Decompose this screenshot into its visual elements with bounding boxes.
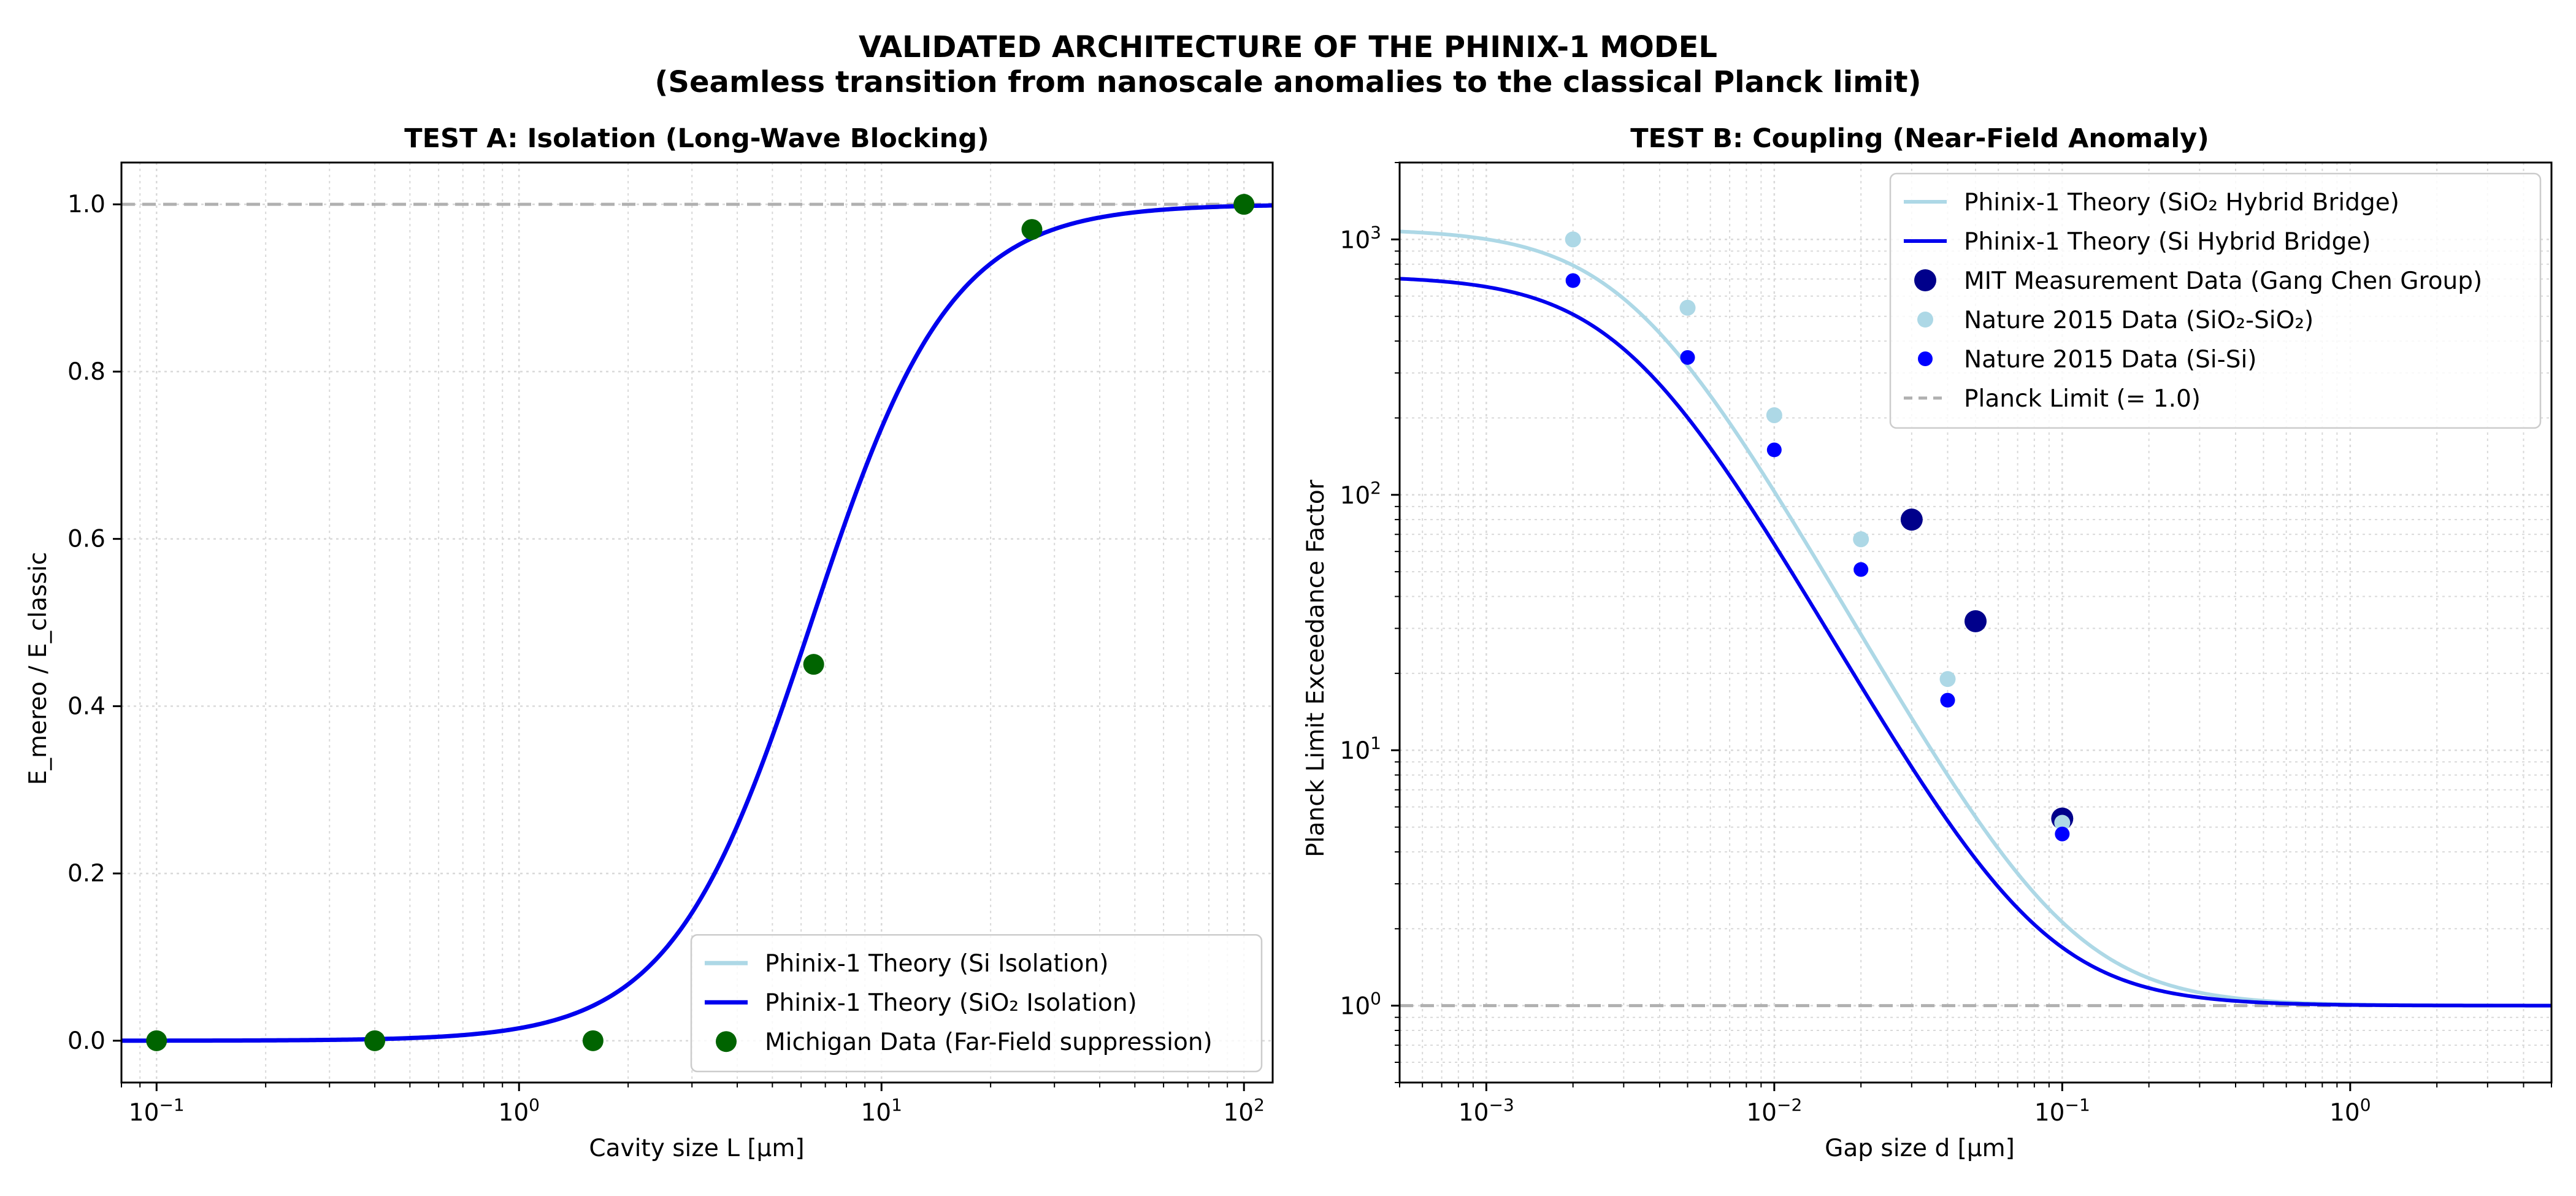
chart-b-series-3-point <box>1766 407 1782 423</box>
chart-b-legend-label-1: Phinix-1 Theory (Si Hybrid Bridge) <box>1964 228 2371 256</box>
chart-b-legend-label-2: MIT Measurement Data (Gang Chen Group) <box>1964 267 2482 295</box>
chart-b-legend-swatch-2 <box>1914 269 1936 291</box>
chart-b-legend-label-3: Nature 2015 Data (SiO₂-SiO₂) <box>1964 307 2313 334</box>
chart-b-plot-area <box>1400 229 2551 1008</box>
chart-b-legend: Phinix-1 Theory (SiO₂ Hybrid Bridge) Phin… <box>1889 172 2542 429</box>
chart-b-series-2-point <box>1900 508 1923 531</box>
chart-a-xtick-label: 100 <box>499 1095 540 1127</box>
chart-test-b: TEST B: Coupling (Near-Field Anomaly) Ga… <box>1302 123 2553 1162</box>
chart-b-xtick-label: 100 <box>2329 1095 2371 1127</box>
chart-b-legend-label-5: Planck Limit (= 1.0) <box>1964 385 2201 413</box>
chart-test-a: TEST A: Isolation (Long-Wave Blocking) C… <box>25 123 1274 1162</box>
chart-a-series-2-point <box>364 1030 386 1051</box>
chart-a-series-2-point <box>1021 219 1043 240</box>
chart-b-series-4-point <box>1680 350 1695 365</box>
chart-a-legend-label-2: Michigan Data (Far-Field suppression) <box>765 1029 1213 1056</box>
chart-b-legend-swatch-3 <box>1917 312 1933 328</box>
figure-title-line1: VALIDATED ARCHITECTURE OF THE PHINIX-1 M… <box>859 30 1717 64</box>
chart-a-ytick-label: 0.6 <box>67 526 105 553</box>
chart-b-ylabel: Planck Limit Exceedance Factor <box>1302 479 1330 857</box>
chart-a-ytick-label: 0.2 <box>67 860 105 887</box>
chart-b-legend-swatch-4 <box>1918 351 1933 366</box>
chart-b-ytick-label: 100 <box>1340 989 1381 1021</box>
chart-a-legend-label-0: Phinix-1 Theory (Si Isolation) <box>765 950 1108 978</box>
chart-b-series-line-1 <box>1400 277 2551 1008</box>
chart-a-ytick-label: 0.4 <box>67 692 105 720</box>
chart-b-series-3-point <box>2054 815 2071 831</box>
chart-b-ytick-label: 101 <box>1340 733 1381 765</box>
chart-b-series-4-point <box>1853 562 1869 577</box>
chart-a-grid <box>121 163 1273 1083</box>
chart-a-xtick-label: 102 <box>1223 1095 1264 1127</box>
chart-b-series-4-point <box>2055 826 2070 841</box>
chart-b-xtick-label: 10−1 <box>2034 1095 2090 1127</box>
chart-b-legend-label-0: Phinix-1 Theory (SiO₂ Hybrid Bridge) <box>1964 189 2399 217</box>
chart-a-legend: Phinix-1 Theory (Si Isolation) Phinix-1 T… <box>690 933 1263 1073</box>
chart-a-ylabel: E_mereo / E_classic <box>25 552 52 785</box>
chart-a-series-2-point <box>803 654 824 675</box>
chart-b-series-2-point <box>1965 610 1987 632</box>
chart-a-series-2-point <box>582 1030 604 1051</box>
chart-b-ytick-label: 103 <box>1340 222 1381 254</box>
chart-a-series-2-point <box>1233 194 1255 215</box>
chart-a-legend-swatch-2 <box>716 1031 737 1052</box>
chart-a-xlabel: Cavity size L [μm] <box>589 1135 804 1162</box>
chart-b-series-3-point <box>1853 531 1869 548</box>
chart-b-ytick-label: 102 <box>1340 478 1381 510</box>
chart-b-series-4-point <box>1565 273 1581 288</box>
chart-a-xtick-label: 101 <box>861 1095 902 1127</box>
chart-b-title: TEST B: Coupling (Near-Field Anomaly) <box>1630 123 2209 154</box>
chart-b-legend-label-4: Nature 2015 Data (Si-Si) <box>1964 346 2257 374</box>
chart-b-series-3-point <box>1565 231 1581 248</box>
chart-b-series-4-point <box>1940 692 1955 708</box>
chart-b-series-3-point <box>1939 671 1956 688</box>
chart-a-legend-label-1: Phinix-1 Theory (SiO₂ Isolation) <box>765 989 1137 1017</box>
chart-b-xlabel: Gap size d [μm] <box>1825 1135 2015 1162</box>
chart-b-xtick-label: 10−2 <box>1746 1095 1802 1127</box>
chart-a-plot-area <box>121 194 1273 1051</box>
chart-a-xtick-label: 10−1 <box>129 1095 185 1127</box>
chart-b-frame <box>1398 161 2553 1084</box>
chart-a-frame <box>120 161 1274 1084</box>
chart-a-ytick-label: 0.0 <box>67 1027 105 1055</box>
chart-b-series-3-point <box>1679 299 1696 316</box>
chart-a-series-line-1 <box>121 203 1273 1043</box>
figure-title-line2: (Seamless transition from nanoscale anom… <box>654 65 1921 99</box>
chart-a-ytick-label: 1.0 <box>67 191 105 218</box>
chart-a-title: TEST A: Isolation (Long-Wave Blocking) <box>404 123 989 154</box>
chart-a-series-2-point <box>146 1030 167 1051</box>
chart-a-legend-box <box>690 933 1263 1073</box>
chart-b-legend-box <box>1889 172 2542 429</box>
chart-b-xtick-label: 10−3 <box>1459 1095 1514 1127</box>
chart-a-ytick-label: 0.8 <box>67 358 105 386</box>
chart-b-series-4-point <box>1766 442 1782 458</box>
